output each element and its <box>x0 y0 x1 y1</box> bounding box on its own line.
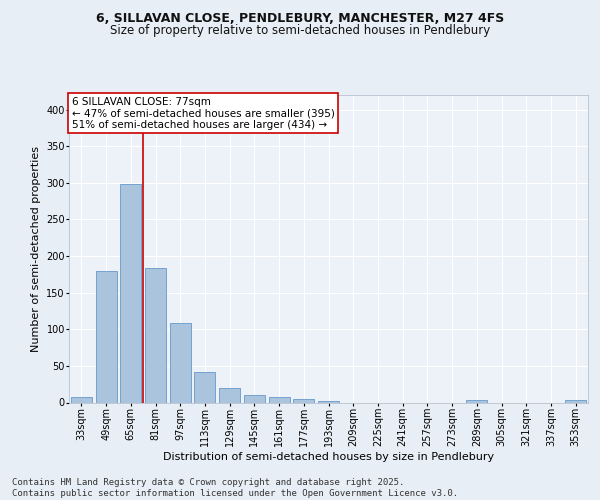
X-axis label: Distribution of semi-detached houses by size in Pendlebury: Distribution of semi-detached houses by … <box>163 452 494 462</box>
Bar <box>219 388 240 402</box>
Bar <box>145 268 166 402</box>
Text: Size of property relative to semi-detached houses in Pendlebury: Size of property relative to semi-detach… <box>110 24 490 37</box>
Bar <box>565 400 586 402</box>
Bar <box>318 401 339 402</box>
Bar <box>269 398 290 402</box>
Bar <box>95 270 116 402</box>
Bar <box>244 395 265 402</box>
Text: 6, SILLAVAN CLOSE, PENDLEBURY, MANCHESTER, M27 4FS: 6, SILLAVAN CLOSE, PENDLEBURY, MANCHESTE… <box>96 12 504 26</box>
Y-axis label: Number of semi-detached properties: Number of semi-detached properties <box>31 146 41 352</box>
Bar <box>120 184 141 402</box>
Text: 6 SILLAVAN CLOSE: 77sqm
← 47% of semi-detached houses are smaller (395)
51% of s: 6 SILLAVAN CLOSE: 77sqm ← 47% of semi-de… <box>71 96 334 130</box>
Bar <box>170 324 191 402</box>
Bar <box>293 399 314 402</box>
Bar <box>466 400 487 402</box>
Bar <box>194 372 215 402</box>
Bar <box>71 396 92 402</box>
Text: Contains HM Land Registry data © Crown copyright and database right 2025.
Contai: Contains HM Land Registry data © Crown c… <box>12 478 458 498</box>
